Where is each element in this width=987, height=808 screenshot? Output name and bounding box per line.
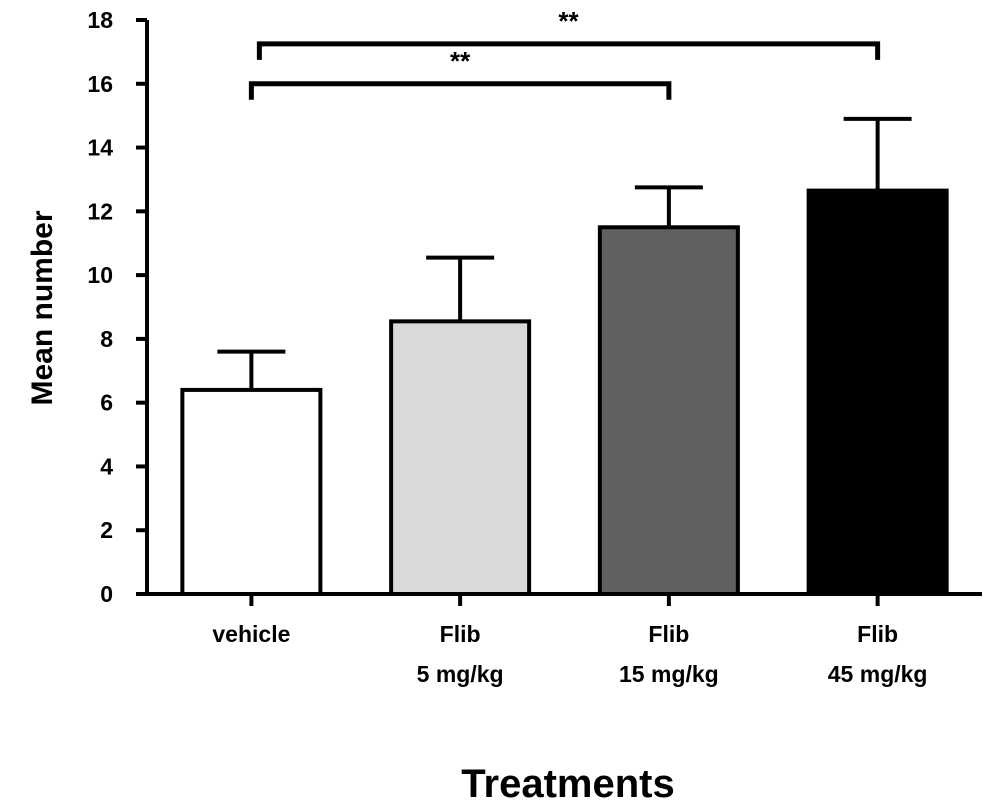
significance-brackets: ** **: [248, 6, 881, 100]
x-category-labels: vehicle Flib 5 mg/kg Flib 15 mg/kg Flib 45 mg/…: [212, 594, 927, 687]
x-category-label: 15 mg/kg: [619, 661, 719, 687]
y-ticks-layer: 0 2 4 6 8 10 12 14 16 18: [87, 7, 147, 607]
y-tick-label: 4: [100, 453, 113, 479]
y-tick-label: 10: [87, 262, 113, 288]
y-tick-label: 2: [100, 517, 113, 543]
bars-layer: [180, 188, 949, 596]
y-axis-title: Mean number: [26, 210, 59, 405]
bar: [597, 225, 740, 596]
y-tick-label: 0: [100, 581, 113, 607]
y-tick-label: 6: [100, 390, 113, 416]
significance-bracket: [248, 81, 672, 100]
significance-bracket: [256, 41, 881, 60]
y-tick-label: 8: [100, 326, 113, 352]
x-category-label: Flib: [857, 621, 898, 647]
bar: [180, 387, 323, 596]
error-bars-layer: [217, 116, 912, 390]
x-category-label: Flib: [440, 621, 481, 647]
x-category-label: Flib: [648, 621, 689, 647]
bar: [806, 188, 949, 596]
x-category-label: vehicle: [212, 621, 290, 647]
significance-label: **: [558, 6, 579, 36]
significance-label: **: [450, 46, 471, 76]
x-axis-title: Treatments: [461, 762, 674, 806]
bar: [389, 319, 532, 596]
x-category-label: 5 mg/kg: [417, 661, 504, 687]
x-category-label: 45 mg/kg: [828, 661, 928, 687]
y-tick-label: 14: [87, 135, 113, 161]
y-tick-label: 12: [87, 198, 113, 224]
axes-layer: [145, 20, 982, 596]
y-tick-label: 16: [87, 71, 113, 97]
y-tick-label: 18: [87, 7, 113, 33]
